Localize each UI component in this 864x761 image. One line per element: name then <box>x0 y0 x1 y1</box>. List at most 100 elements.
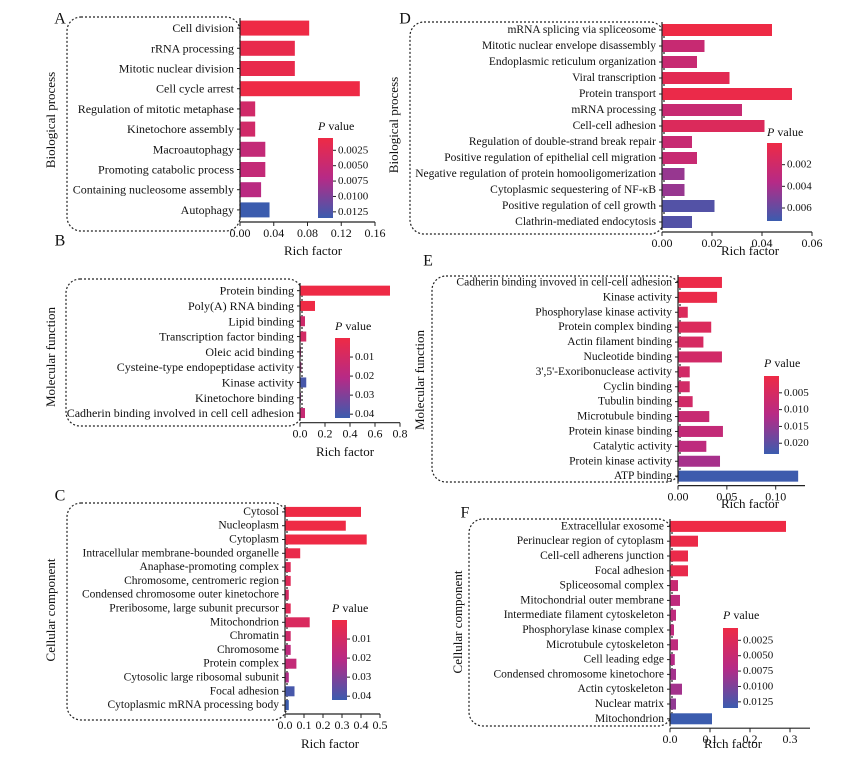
legend-tick-label: 0.01 <box>355 351 374 363</box>
legend-colorbar <box>318 138 333 218</box>
category-label: Kinetochore assembly <box>127 122 234 136</box>
category-label: Cytoplasm <box>229 534 279 546</box>
bar <box>670 698 676 710</box>
legend-colorbar <box>764 376 779 454</box>
panel-letter: D <box>399 11 411 28</box>
x-tick-label: 0.4 <box>343 427 358 441</box>
bar <box>670 580 678 592</box>
panel-letter: E <box>423 253 433 270</box>
category-label: Tubulin binding <box>598 396 672 408</box>
category-label: Cell cycle arrest <box>156 82 235 96</box>
category-label: Phosphorylase kinase activity <box>535 306 672 318</box>
bar <box>678 291 718 303</box>
category-label: Protein kinase activity <box>569 455 672 467</box>
category-label-frame <box>468 518 673 727</box>
category-label: Nuclear matrix <box>595 698 665 710</box>
bar <box>678 411 710 423</box>
bar <box>300 377 307 388</box>
panel-letter: B <box>55 233 66 250</box>
bar <box>678 366 690 378</box>
x-tick-label: 0.8 <box>393 427 408 441</box>
category-label: Chromosome, centromeric region <box>124 575 279 587</box>
category-label: Protein complex <box>203 658 279 670</box>
x-tick-label: 0.00 <box>652 236 673 250</box>
bar <box>285 644 291 655</box>
bar <box>678 321 712 333</box>
bar <box>240 20 310 36</box>
legend-tick-label: 0.004 <box>787 180 812 192</box>
category-label: Oleic acid binding <box>205 345 294 359</box>
category-label: Viral transcription <box>572 72 656 84</box>
category-label: Actin cytoskeleton <box>577 683 664 695</box>
category-label: Perinuclear region of cytoplasm <box>517 535 664 547</box>
legend-colorbar <box>335 338 350 418</box>
category-label: Protein kinase binding <box>569 425 673 437</box>
x-axis-title: Rich factor <box>301 736 360 751</box>
bar <box>662 40 705 52</box>
x-tick-label: 0.6 <box>368 427 383 441</box>
category-label: Macroautophagy <box>153 142 234 156</box>
x-tick-label: 0.2 <box>743 732 758 746</box>
bar <box>678 440 707 452</box>
x-axis-title: Rich factor <box>721 243 780 258</box>
category-label: rRNA processing <box>151 41 234 55</box>
bar <box>670 550 688 562</box>
x-tick-label: 0.05 <box>716 490 737 504</box>
category-label: Cadherin binding invoved in cell-cell ad… <box>456 276 672 288</box>
category-label: Positive regulation of cell growth <box>502 200 656 212</box>
bar <box>240 61 295 76</box>
category-label: Intermediate filament cytoskeleton <box>504 609 665 621</box>
category-label: Spliceosomal complex <box>560 580 665 592</box>
panel-e: E Molecular function Cadherin binding invo… <box>412 253 809 511</box>
category-label: Promoting catabolic process <box>98 163 234 177</box>
category-label: mRNA processing <box>571 104 656 116</box>
category-label: Clathrin-mediated endocytosis <box>515 216 656 228</box>
bar <box>670 535 698 547</box>
panel-f: F Cellular component Extracellular exosome… <box>450 505 810 751</box>
x-axis-title: Rich factor <box>704 736 763 751</box>
category-label: Regulation of double-strand break repair <box>469 136 656 148</box>
category-label: Cytosolic large ribosomal subunit <box>124 672 280 684</box>
y-axis-title: Biological process <box>386 77 401 173</box>
panel-d: D Biological process mRNA splicing via spl… <box>386 11 823 258</box>
legend-title: P value <box>722 608 759 622</box>
x-axis-title: Rich factor <box>316 444 375 459</box>
x-tick-label: 0.02 <box>702 236 723 250</box>
bar <box>285 548 301 559</box>
bar <box>670 639 678 651</box>
category-label: Autophagy <box>181 203 234 217</box>
category-label: Condensed chromosome outer kinetochore <box>82 589 279 601</box>
category-label: Containing nucleosome assembly <box>73 183 234 197</box>
category-label-frame <box>431 275 681 483</box>
category-label: Actin filament binding <box>567 336 672 348</box>
x-tick-label: 0.06 <box>802 236 823 250</box>
bar <box>285 700 289 711</box>
category-label: Microtubule binding <box>577 411 672 423</box>
bar <box>670 520 786 532</box>
category-label: Cysteine-type endopeptidase activity <box>117 360 294 374</box>
x-tick-label: 0.16 <box>365 226 386 240</box>
x-tick-label: 0.2 <box>318 427 333 441</box>
bar <box>678 381 690 393</box>
category-label: Mitochondrial outer membrane <box>520 594 664 606</box>
bar <box>678 396 693 408</box>
bar <box>662 104 742 116</box>
legend-tick-label: 0.04 <box>355 408 375 420</box>
category-label: Kinetochore binding <box>195 391 294 405</box>
legend-tick-label: 0.04 <box>352 690 372 702</box>
legend-title: P value <box>766 125 803 139</box>
legend-title: P value <box>317 119 354 133</box>
category-label: Extracellular exosome <box>561 520 664 532</box>
x-tick-label: 0.08 <box>297 226 318 240</box>
legend-tick-label: 0.02 <box>352 652 371 664</box>
bar <box>240 202 270 218</box>
legend-title: P value <box>331 601 368 615</box>
category-label: Focal adhesion <box>595 565 665 577</box>
bar <box>285 575 291 586</box>
category-label: Protein transport <box>579 88 657 100</box>
x-tick-label: 0.0 <box>663 732 678 746</box>
bar <box>285 631 291 642</box>
bar <box>300 285 390 296</box>
x-tick-label: 0.0 <box>293 427 308 441</box>
